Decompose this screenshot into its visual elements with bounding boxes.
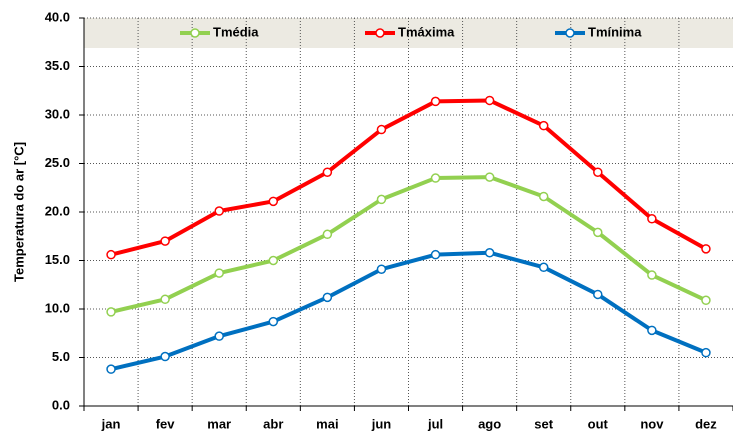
point: [376, 124, 387, 135]
point: [214, 331, 224, 341]
point: [593, 167, 603, 177]
legend-marker: [565, 28, 575, 38]
point: [647, 270, 657, 280]
point: [322, 167, 333, 177]
legend-label: Tmínima: [588, 24, 642, 39]
point: [214, 268, 224, 278]
point: [484, 247, 495, 258]
point: [538, 262, 549, 273]
legend-marker: [375, 28, 385, 38]
y-tick-label: 0.0: [52, 397, 70, 412]
y-axis-label: Temperatura do ar [°C]: [11, 142, 26, 282]
point: [701, 347, 711, 358]
x-tick-label: set: [534, 416, 553, 431]
x-tick-label: jun: [371, 416, 392, 431]
point: [322, 229, 333, 240]
point: [701, 244, 711, 254]
y-tick-label: 35.0: [45, 58, 70, 73]
point: [538, 120, 549, 131]
x-tick-label: jul: [427, 416, 443, 431]
point: [430, 249, 441, 260]
point: [106, 364, 116, 374]
point: [701, 295, 711, 306]
point: [268, 255, 279, 266]
point: [647, 325, 657, 336]
y-tick-label: 40.0: [45, 9, 70, 24]
point: [322, 292, 333, 303]
point: [593, 289, 603, 300]
legend-label: Tmáxima: [398, 24, 455, 39]
point: [484, 172, 495, 182]
x-tick-label: dez: [695, 416, 717, 431]
series-line: [110, 175, 707, 314]
point: [160, 294, 170, 305]
y-tick-label: 20.0: [45, 203, 70, 218]
point: [593, 227, 603, 238]
x-tick-label: ago: [478, 416, 501, 431]
point: [268, 316, 279, 327]
point: [106, 249, 116, 260]
legend-label: Tmédia: [213, 24, 259, 39]
y-tick-label: 30.0: [45, 106, 70, 121]
x-tick-label: abr: [263, 416, 283, 431]
series-line: [110, 98, 707, 257]
point: [268, 196, 279, 207]
point: [214, 206, 224, 216]
point: [160, 236, 170, 246]
point: [376, 194, 387, 205]
x-tick-label: jan: [101, 416, 121, 431]
y-tick-label: 5.0: [52, 349, 70, 364]
legend-marker: [190, 28, 200, 38]
point: [484, 95, 495, 106]
x-tick-label: mar: [207, 416, 231, 431]
point: [538, 191, 549, 202]
point: [430, 96, 441, 107]
point: [106, 307, 116, 317]
y-tick-label: 25.0: [45, 155, 70, 170]
x-tick-label: out: [588, 416, 609, 431]
point: [647, 214, 657, 224]
x-tick-label: nov: [640, 416, 664, 431]
y-tick-label: 15.0: [45, 252, 70, 267]
point: [430, 173, 441, 183]
x-tick-label: fev: [156, 416, 176, 431]
y-tick-label: 10.0: [45, 300, 70, 315]
x-tick-label: mai: [316, 416, 338, 431]
point: [160, 351, 170, 362]
series-line: [110, 250, 707, 372]
point: [376, 264, 387, 274]
